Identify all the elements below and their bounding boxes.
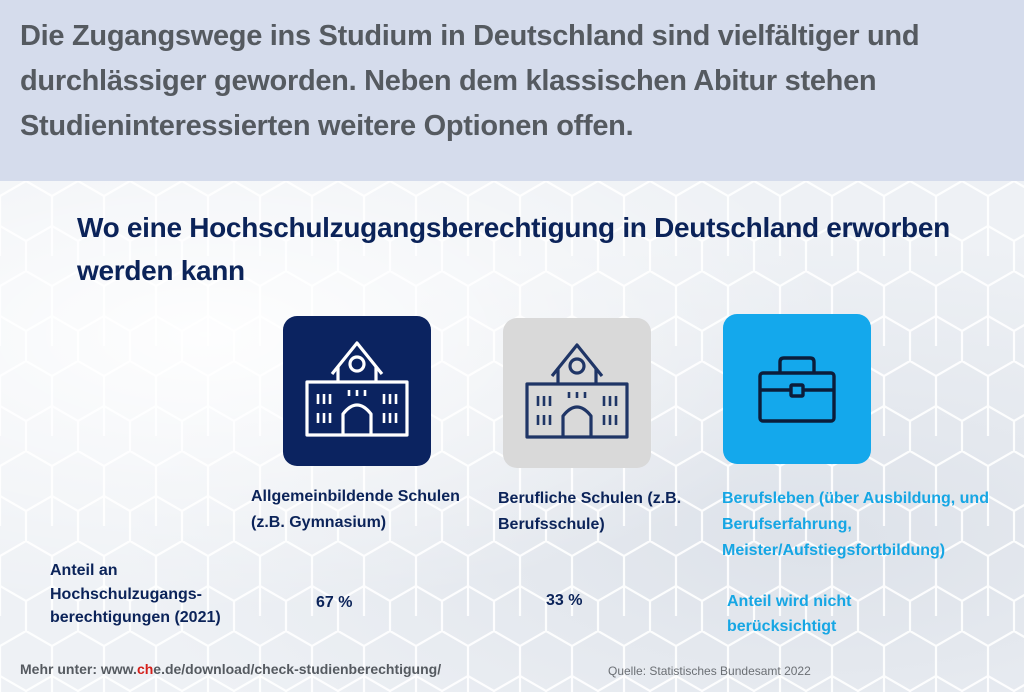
infographic-title: Wo eine Hochschulzugangsberechtigung in …: [77, 212, 950, 286]
link-prefix: Mehr unter: www.: [20, 661, 137, 677]
option-label-general-school: Allgemeinbildende Schulen (z.B. Gymnasiu…: [251, 488, 460, 531]
school-building-icon: [305, 341, 409, 437]
briefcase-icon: [758, 356, 836, 423]
source-note: Quelle: Statistisches Bundesamt 2022: [608, 664, 811, 678]
more-info-link[interactable]: Mehr unter: www.che.de/download/check-st…: [20, 661, 441, 677]
option-label-working-life: Berufsleben (über Ausbildung, und Berufs…: [722, 490, 989, 559]
option-label-vocational-school: Berufliche Schulen (z.B. Berufsschule): [498, 490, 682, 533]
working-life-tile: [723, 314, 871, 464]
vocational-school-tile: [503, 318, 651, 468]
intro-band: Die Zugangswege ins Studium in Deutschla…: [0, 0, 1024, 181]
link-highlight: ch: [136, 661, 154, 677]
share-general-school: 67 %: [316, 594, 353, 611]
school-building-icon: [525, 343, 629, 439]
share-working-life-note: Anteil wird nicht berücksichtigt: [727, 593, 852, 635]
share-row-label: Anteil an Hochschulzugangs-berechtigunge…: [50, 562, 221, 626]
intro-text: Die Zugangswege ins Studium in Deutschla…: [20, 20, 920, 142]
share-vocational-school: 33 %: [546, 592, 583, 609]
link-suffix: e.de/download/check-studienberechtigung/: [153, 661, 442, 677]
general-school-tile: [283, 316, 431, 466]
